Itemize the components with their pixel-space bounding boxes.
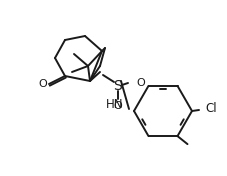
Text: O: O <box>114 101 122 111</box>
Text: Cl: Cl <box>205 102 217 115</box>
Text: O: O <box>39 79 47 89</box>
Text: S: S <box>114 79 122 93</box>
Text: HN: HN <box>106 98 123 111</box>
Text: O: O <box>136 78 145 88</box>
